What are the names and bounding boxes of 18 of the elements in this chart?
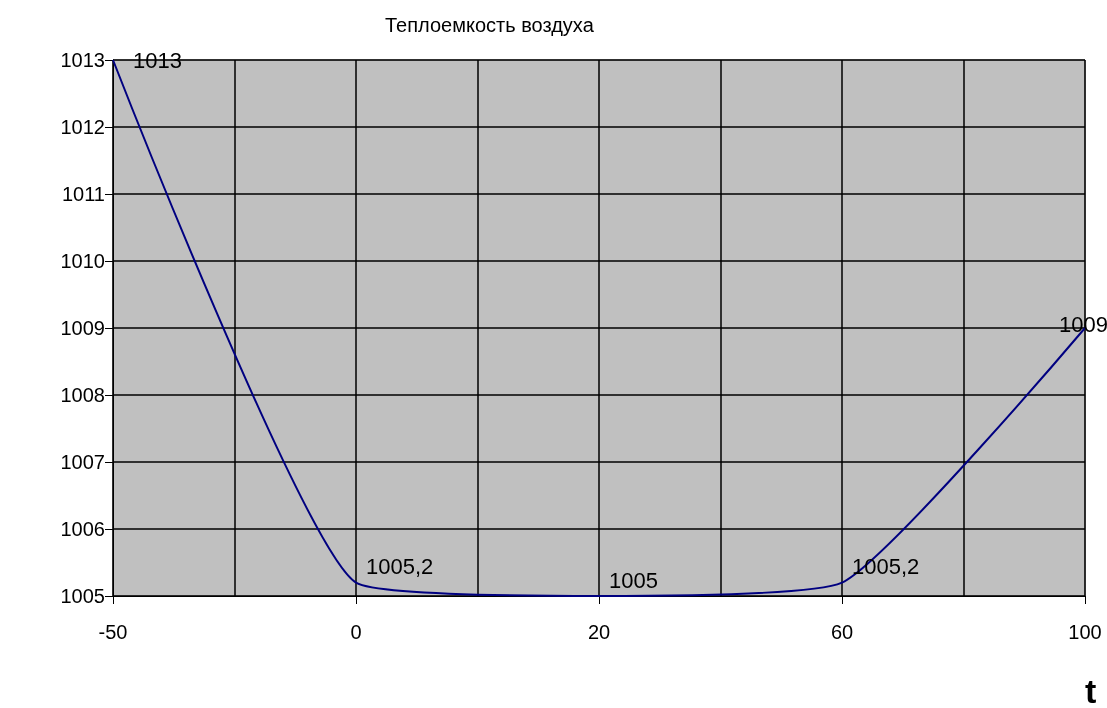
y-tick-label: 1010	[60, 250, 105, 272]
x-tick-label: 20	[587, 621, 611, 643]
y-tick-label: 1005	[60, 585, 105, 607]
y-tick-label: 1012	[60, 116, 105, 138]
chart-title: Теплоемкость воздуха	[385, 14, 595, 36]
x-axis-title: t	[1085, 672, 1097, 708]
y-tick-label: 1006	[60, 518, 105, 540]
y-tick-label: 1011	[61, 183, 105, 205]
x-tick-label: 100	[1068, 621, 1102, 643]
x-tick-label: 0	[350, 621, 362, 643]
y-tick-label: 1008	[60, 384, 105, 406]
y-tick-label: 1013	[60, 49, 105, 71]
y-tick-label: 1007	[60, 451, 105, 473]
x-tick-label: 60	[830, 621, 854, 643]
y-tick-label: 1009	[60, 317, 105, 339]
x-tick-label: -50	[98, 621, 128, 643]
data-label: 1005,2	[366, 554, 434, 580]
data-label: 1005	[609, 567, 658, 593]
